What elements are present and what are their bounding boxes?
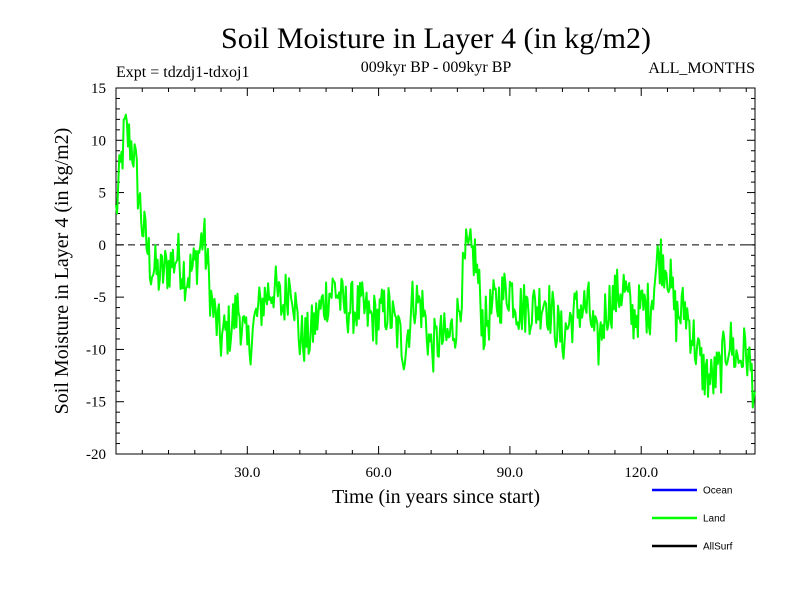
legend-label-allsurf: AllSurf: [703, 542, 733, 553]
period-label: 009kyr BP - 009kyr BP: [361, 59, 512, 76]
months-label: ALL_MONTHS: [648, 60, 755, 77]
legend-label-ocean: Ocean: [703, 486, 732, 497]
experiment-label: Expt = tdzdj1-tdxoj1: [116, 64, 249, 81]
y-tick-label: -5: [94, 290, 107, 306]
y-tick-label: -20: [86, 447, 106, 463]
x-tick-label: 30.0: [234, 465, 260, 481]
y-tick-label: 0: [99, 238, 107, 254]
y-tick-label: 10: [91, 133, 106, 149]
y-tick-label: -15: [86, 395, 106, 411]
series-line-land: [115, 113, 756, 409]
plot-frame: [115, 87, 756, 455]
y-tick-label: 15: [91, 81, 106, 97]
x-tick-label: 60.0: [365, 465, 391, 481]
x-axis-label: Time (in years since start): [332, 486, 540, 508]
chart-title: Soil Moisture in Layer 4 (in kg/m2): [221, 22, 651, 55]
legend-label-land: Land: [703, 514, 725, 525]
x-tick-label: 90.0: [497, 465, 523, 481]
y-tick-label: -10: [86, 342, 106, 358]
x-tick-label: 120.0: [624, 465, 658, 481]
y-tick-label: 5: [99, 186, 107, 202]
y-axis-label: Soil Moisture in Layer 4 (in kg/m2): [51, 128, 73, 415]
